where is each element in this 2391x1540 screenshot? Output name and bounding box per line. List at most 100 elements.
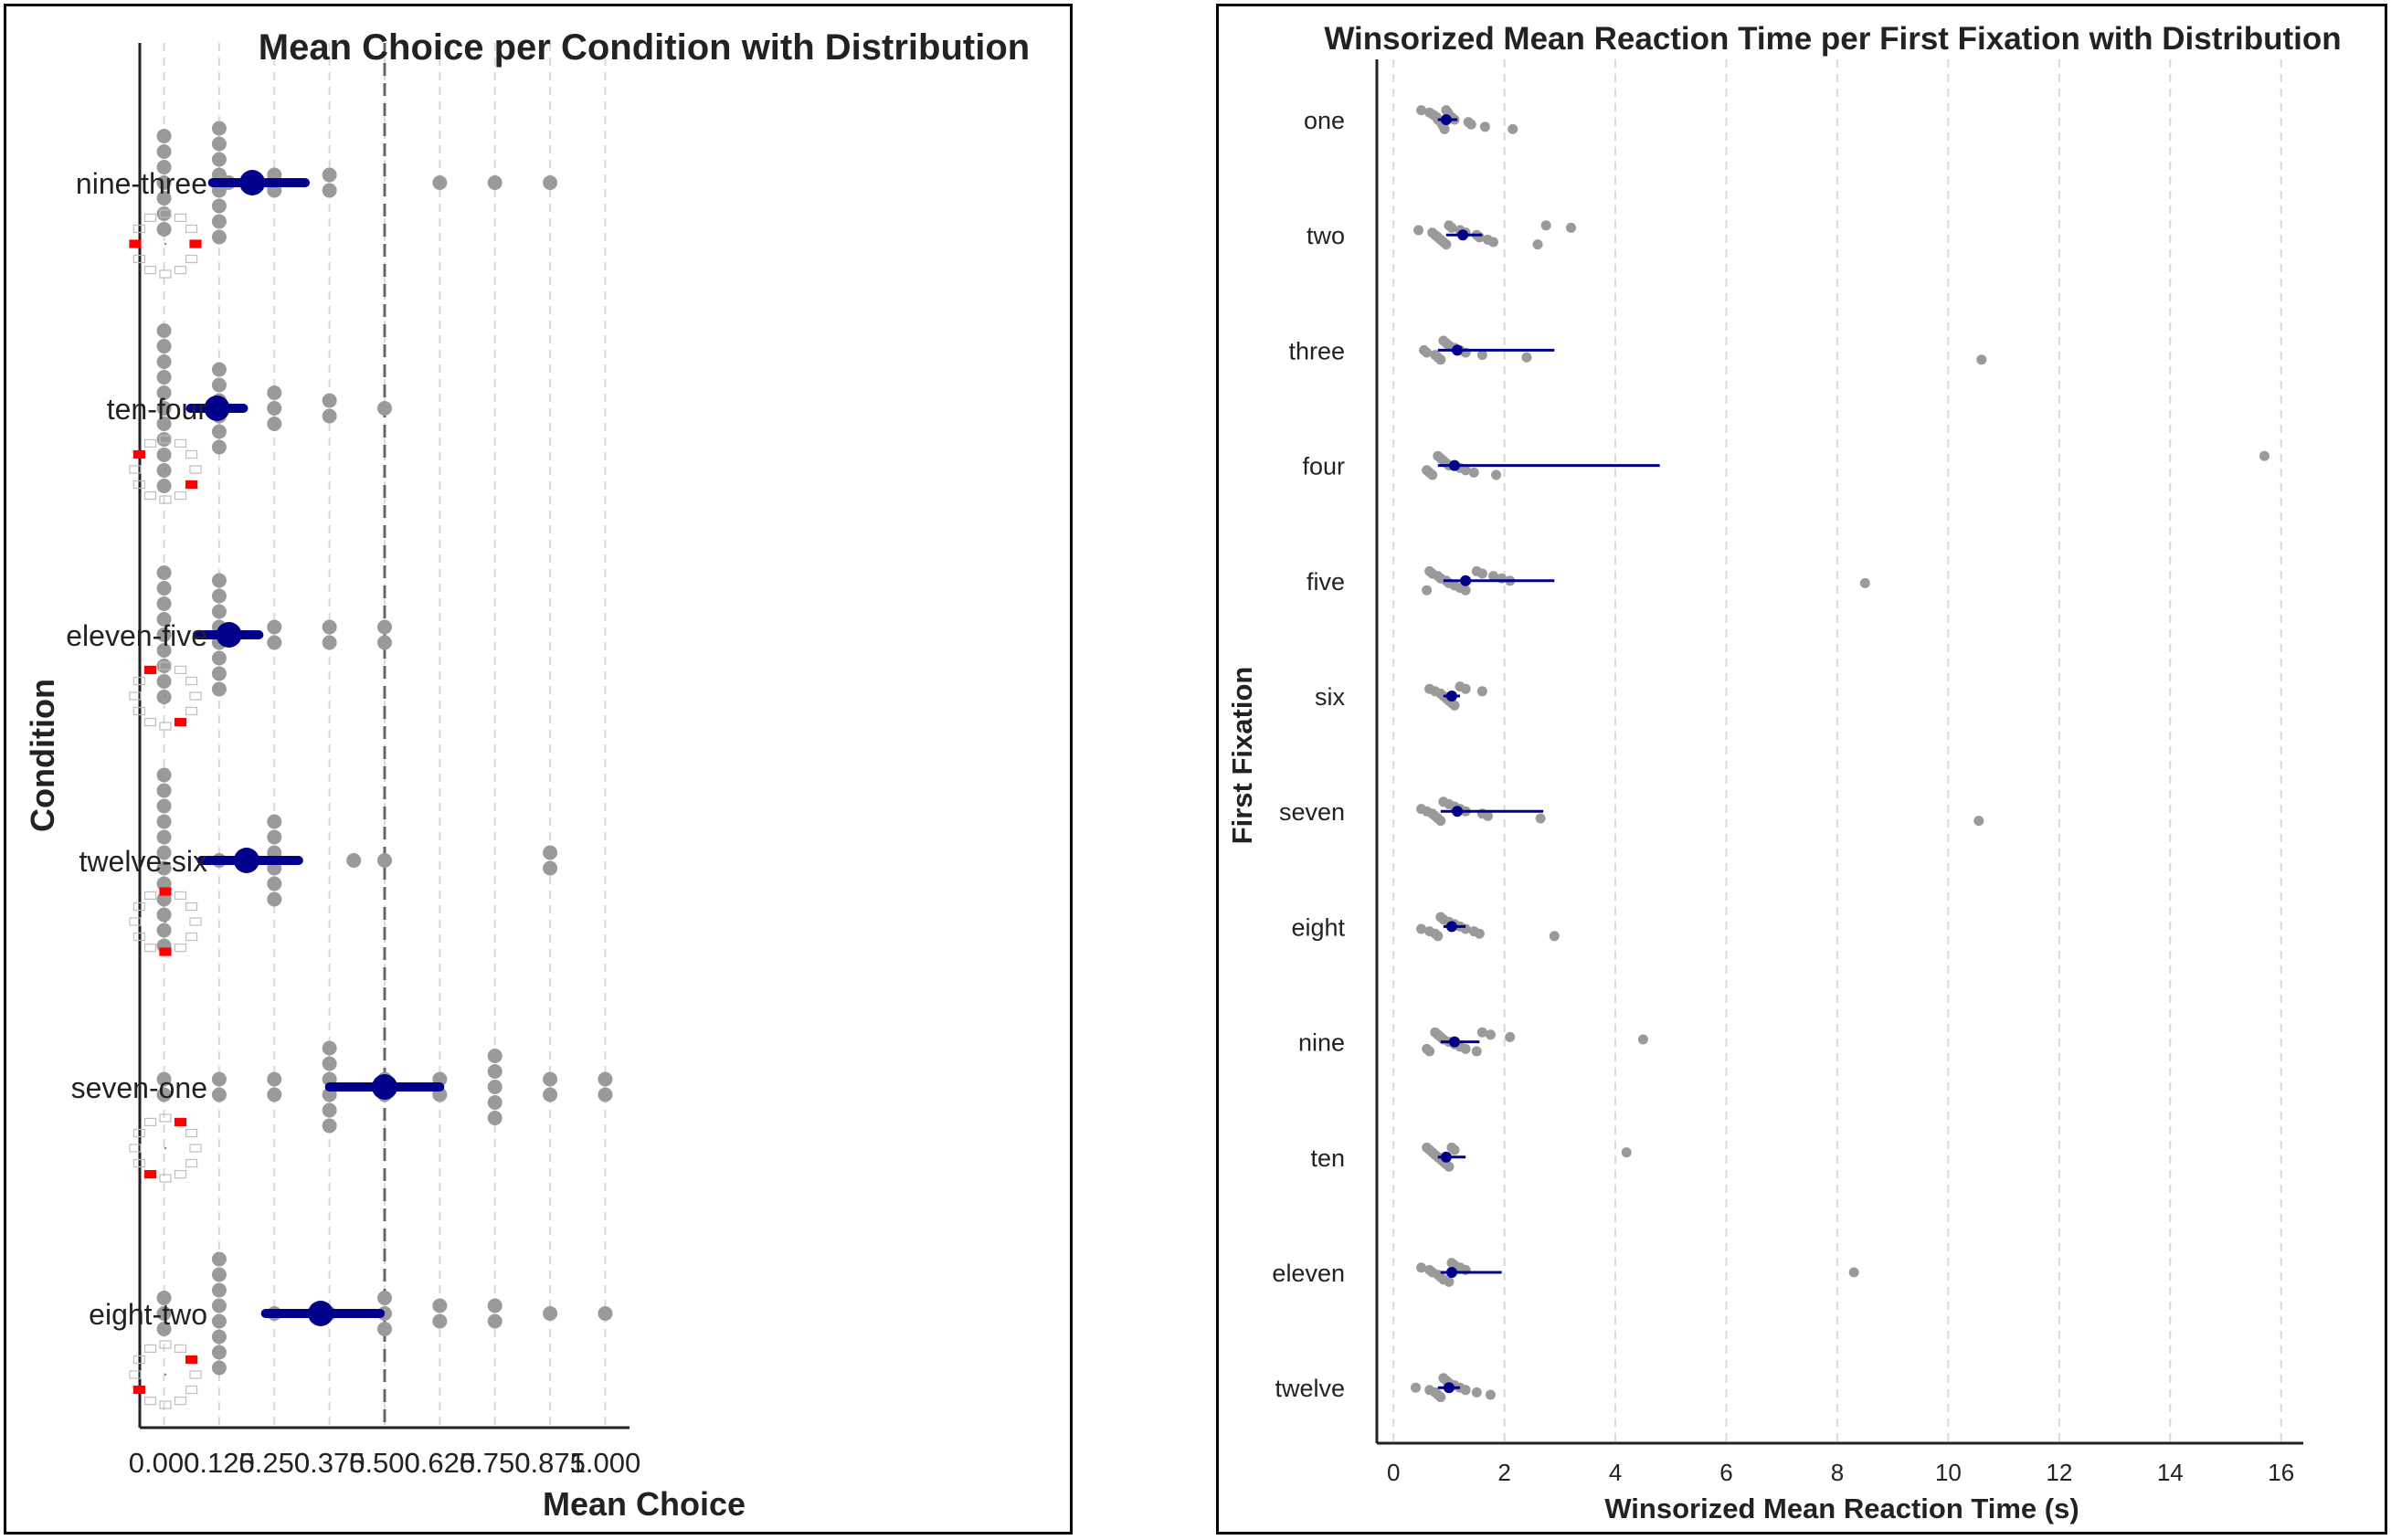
data-point	[211, 1313, 227, 1329]
data-point	[1485, 1389, 1496, 1400]
data-point	[487, 1298, 503, 1313]
reaction-time-chart-panel: 0 2 4 6 8 10 12 14 16 one two three four five six seven…	[1216, 4, 2387, 1535]
data-point	[156, 674, 172, 689]
category-label: ten-four	[107, 393, 208, 426]
data-point	[322, 619, 337, 635]
data-point	[156, 1071, 172, 1087]
data-point	[1540, 220, 1551, 231]
data-point	[156, 354, 172, 369]
data-point	[487, 1064, 503, 1079]
position-marker	[174, 665, 187, 675]
data-point	[377, 853, 392, 868]
data-point	[1976, 354, 1987, 365]
data-point	[156, 628, 172, 642]
data-point	[156, 191, 172, 206]
data-point	[211, 1329, 227, 1345]
data-point	[211, 573, 227, 588]
data-point	[598, 1071, 613, 1087]
category-label: six	[1315, 683, 1345, 711]
category-label: eleven-five	[66, 619, 207, 652]
data-point	[487, 175, 503, 190]
x-axis-label: Winsorized Mean Reaction Time (s)	[1604, 1493, 2079, 1524]
data-point	[1460, 1385, 1471, 1396]
data-point	[487, 1049, 503, 1063]
category-label: one	[1304, 107, 1345, 134]
target-marker	[185, 480, 198, 490]
data-point	[156, 596, 172, 611]
position-marker	[143, 213, 157, 223]
chart-title: Mean Choice per Condition with Distribut…	[259, 27, 1030, 68]
data-point	[156, 401, 172, 416]
data-point	[211, 1251, 227, 1267]
data-point	[156, 612, 172, 627]
position-marker	[185, 254, 198, 264]
data-point	[156, 565, 172, 580]
data-point	[267, 635, 282, 650]
data-point	[1449, 1144, 1460, 1155]
position-marker	[132, 1158, 146, 1168]
fixation-dot	[164, 242, 167, 246]
data-point	[487, 1111, 503, 1125]
position-marker	[189, 465, 202, 474]
data-point	[377, 635, 392, 650]
data-point	[156, 659, 172, 673]
position-marker	[129, 917, 142, 926]
data-point	[322, 1040, 337, 1056]
clock-icon	[129, 209, 202, 279]
position-marker	[132, 902, 146, 912]
position-marker	[159, 661, 172, 670]
data-point	[156, 323, 172, 338]
position-marker	[185, 1385, 198, 1395]
data-point	[211, 136, 227, 152]
position-marker	[159, 1400, 172, 1409]
category-label: two	[1307, 222, 1345, 249]
data-point	[211, 1345, 227, 1360]
data-point	[487, 1313, 503, 1329]
data-point	[1476, 1027, 1487, 1038]
data-point	[156, 206, 172, 221]
data-point	[267, 1087, 282, 1102]
data-point	[1476, 350, 1487, 361]
x-tick-label: 0.250	[238, 1447, 310, 1479]
data-point	[211, 424, 227, 439]
data-point	[156, 860, 172, 876]
data-point	[1460, 1043, 1471, 1054]
data-point	[211, 121, 227, 136]
mean-marker	[1449, 459, 1461, 471]
data-point	[267, 401, 282, 416]
data-point	[156, 907, 172, 923]
x-axis-label: Mean Choice	[543, 1485, 746, 1523]
data-point	[156, 1291, 172, 1305]
data-point	[156, 643, 172, 658]
target-marker	[143, 1169, 157, 1179]
target-marker	[132, 449, 146, 459]
data-point	[156, 690, 172, 704]
data-point	[211, 650, 227, 666]
data-point	[211, 377, 227, 393]
data-point	[156, 385, 172, 400]
data-point	[1449, 700, 1460, 711]
data-point	[156, 798, 172, 814]
mean-marker	[1445, 691, 1457, 701]
clock-icon	[129, 1340, 202, 1409]
position-marker	[159, 1113, 172, 1123]
category-label: seven	[1279, 798, 1345, 826]
category-label: four	[1302, 453, 1345, 480]
data-point	[598, 1087, 613, 1102]
axes	[1375, 59, 2303, 1445]
position-marker	[143, 265, 157, 275]
data-point	[156, 160, 172, 174]
data-point	[211, 1298, 227, 1313]
y-axis-label: Condition	[24, 679, 61, 832]
position-marker	[174, 265, 187, 275]
position-marker	[189, 917, 202, 926]
data-point	[432, 1298, 448, 1313]
data-point	[322, 1102, 337, 1118]
data-point	[156, 479, 172, 493]
data-point	[1460, 585, 1471, 596]
data-point	[211, 152, 227, 167]
mean-marker	[1460, 575, 1472, 586]
data-point	[156, 1322, 172, 1336]
data-point	[543, 860, 558, 876]
data-point	[156, 463, 172, 478]
